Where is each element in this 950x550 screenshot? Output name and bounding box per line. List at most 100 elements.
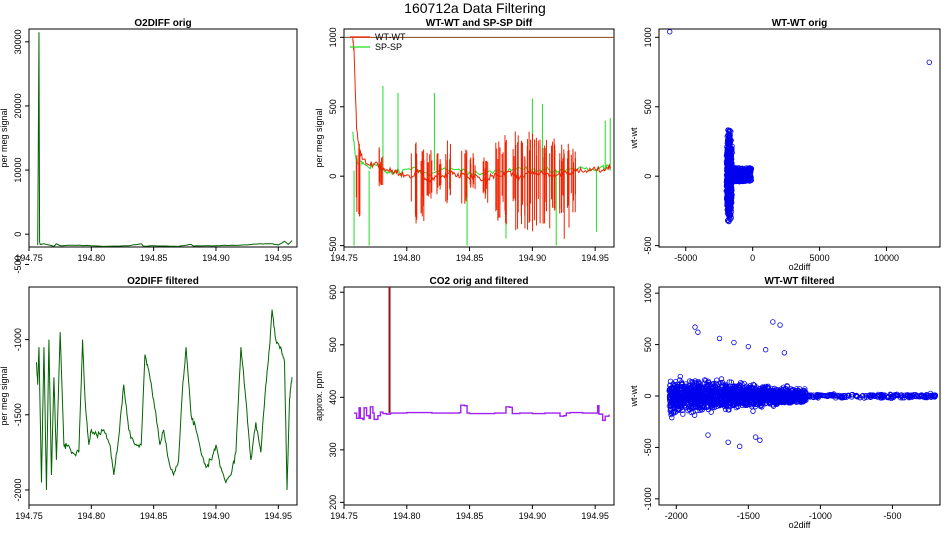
scatter-point	[781, 350, 788, 356]
y-tick-label: -500	[643, 438, 653, 456]
scatter-point	[710, 393, 716, 399]
scatter-point	[687, 378, 693, 384]
y-tick-label: 500	[328, 99, 338, 114]
x-tick-label: 194.80	[393, 511, 421, 521]
scatter-point	[673, 404, 679, 410]
scatter-point	[731, 383, 738, 389]
y-tick-label: 400	[328, 390, 338, 405]
scatter-point	[692, 324, 698, 330]
x-tick-label: 194.95	[581, 253, 609, 263]
x-tick-label: 194.90	[202, 253, 230, 263]
y-axis-label: per meg signal	[314, 108, 324, 167]
scatter-point	[722, 383, 729, 390]
scatter-point	[780, 398, 786, 404]
scatter-point	[814, 393, 820, 400]
x-tick-label: 194.85	[140, 511, 168, 521]
y-tick-label: 600	[328, 285, 338, 300]
scatter-point	[695, 385, 702, 392]
scatter-point	[901, 394, 907, 401]
y-tick-label: 1000	[328, 27, 338, 47]
y-axis-label: per meg signal	[0, 108, 9, 167]
x-tick-label: 5000	[810, 253, 830, 263]
y-tick-label: 200	[328, 495, 338, 510]
x-tick-label: 194.95	[265, 511, 293, 521]
scatter-point	[685, 390, 691, 396]
x-tick-label: 194.75	[330, 511, 358, 521]
scatter-point	[888, 393, 895, 400]
scatter-point	[726, 203, 732, 210]
scatter-point	[670, 391, 676, 398]
scatter-point	[741, 380, 747, 387]
x-tick-label: -1000	[809, 511, 832, 521]
y-tick-label: 500	[643, 337, 653, 352]
scatter-point	[749, 403, 755, 410]
x-tick-label: 194.90	[519, 511, 547, 521]
scatter-point	[687, 393, 694, 400]
scatter-point	[703, 383, 710, 390]
series-line	[35, 309, 293, 490]
scatter-point	[694, 395, 700, 402]
legend-label: SP-SP	[375, 42, 402, 52]
scatter-point	[891, 392, 898, 399]
x-tick-label: 194.80	[393, 253, 421, 263]
scatter-point	[726, 394, 732, 400]
scatter-point	[693, 392, 700, 398]
scatter-point	[670, 381, 676, 387]
scatter-point	[898, 393, 905, 400]
scatter-point	[745, 343, 752, 350]
scatter-point	[755, 395, 761, 401]
scatter-point	[667, 29, 673, 35]
scatter-point	[731, 339, 737, 346]
scatter-point	[692, 404, 699, 410]
y-tick-label: -1000	[643, 487, 653, 510]
scatter-point	[817, 392, 823, 398]
scatter-point	[727, 127, 733, 134]
scatter-point	[770, 319, 776, 325]
panel-title: O2DIFF orig	[134, 18, 191, 29]
series-line	[37, 32, 293, 247]
scatter-point	[716, 335, 723, 342]
scatter-point	[731, 386, 737, 393]
scatter-point	[728, 379, 735, 385]
scatter-point	[667, 386, 673, 392]
y-tick-label: 1000	[643, 27, 653, 47]
scatter-point	[750, 381, 756, 388]
scatter-point	[744, 166, 751, 172]
x-tick-label: -1500	[737, 511, 760, 521]
scatter-point	[688, 384, 694, 390]
scatter-point	[746, 169, 752, 175]
scatter-point	[730, 401, 736, 408]
scatter-point	[747, 392, 753, 398]
scatter-point	[707, 399, 714, 405]
scatter-point	[931, 392, 937, 399]
x-tick-label: -5000	[674, 253, 697, 263]
scatter-point	[920, 393, 926, 400]
scatter-point	[725, 193, 731, 200]
x-tick-label: 194.75	[15, 511, 43, 521]
scatter-point	[762, 347, 769, 353]
scatter-point	[735, 166, 741, 173]
scatter-point	[777, 322, 783, 328]
scatter-point	[805, 393, 812, 400]
y-axis-label: approx. ppm	[314, 371, 324, 421]
x-tick-label: -500	[883, 511, 901, 521]
scatter-point	[726, 379, 733, 385]
scatter-point	[794, 389, 800, 395]
scatter-point	[929, 392, 936, 399]
panel-title: CO2 orig and filtered	[430, 276, 529, 287]
scatter-point	[727, 148, 734, 154]
x-axis-label: o2diff	[789, 262, 811, 272]
plot-frame	[28, 286, 298, 506]
scatter-point	[741, 173, 747, 180]
scatter-point	[750, 408, 756, 414]
scatter-point	[744, 400, 750, 406]
plot-area	[666, 319, 939, 450]
y-tick-label: -500	[328, 237, 338, 255]
scatter-point	[757, 437, 763, 443]
scatter-point	[832, 395, 839, 401]
scatter-point	[686, 406, 693, 413]
scatter-point	[760, 399, 766, 406]
figure-title: 160712a Data Filtering	[404, 0, 546, 16]
y-tick-label: -500	[13, 255, 23, 273]
scatter-point	[738, 165, 745, 172]
